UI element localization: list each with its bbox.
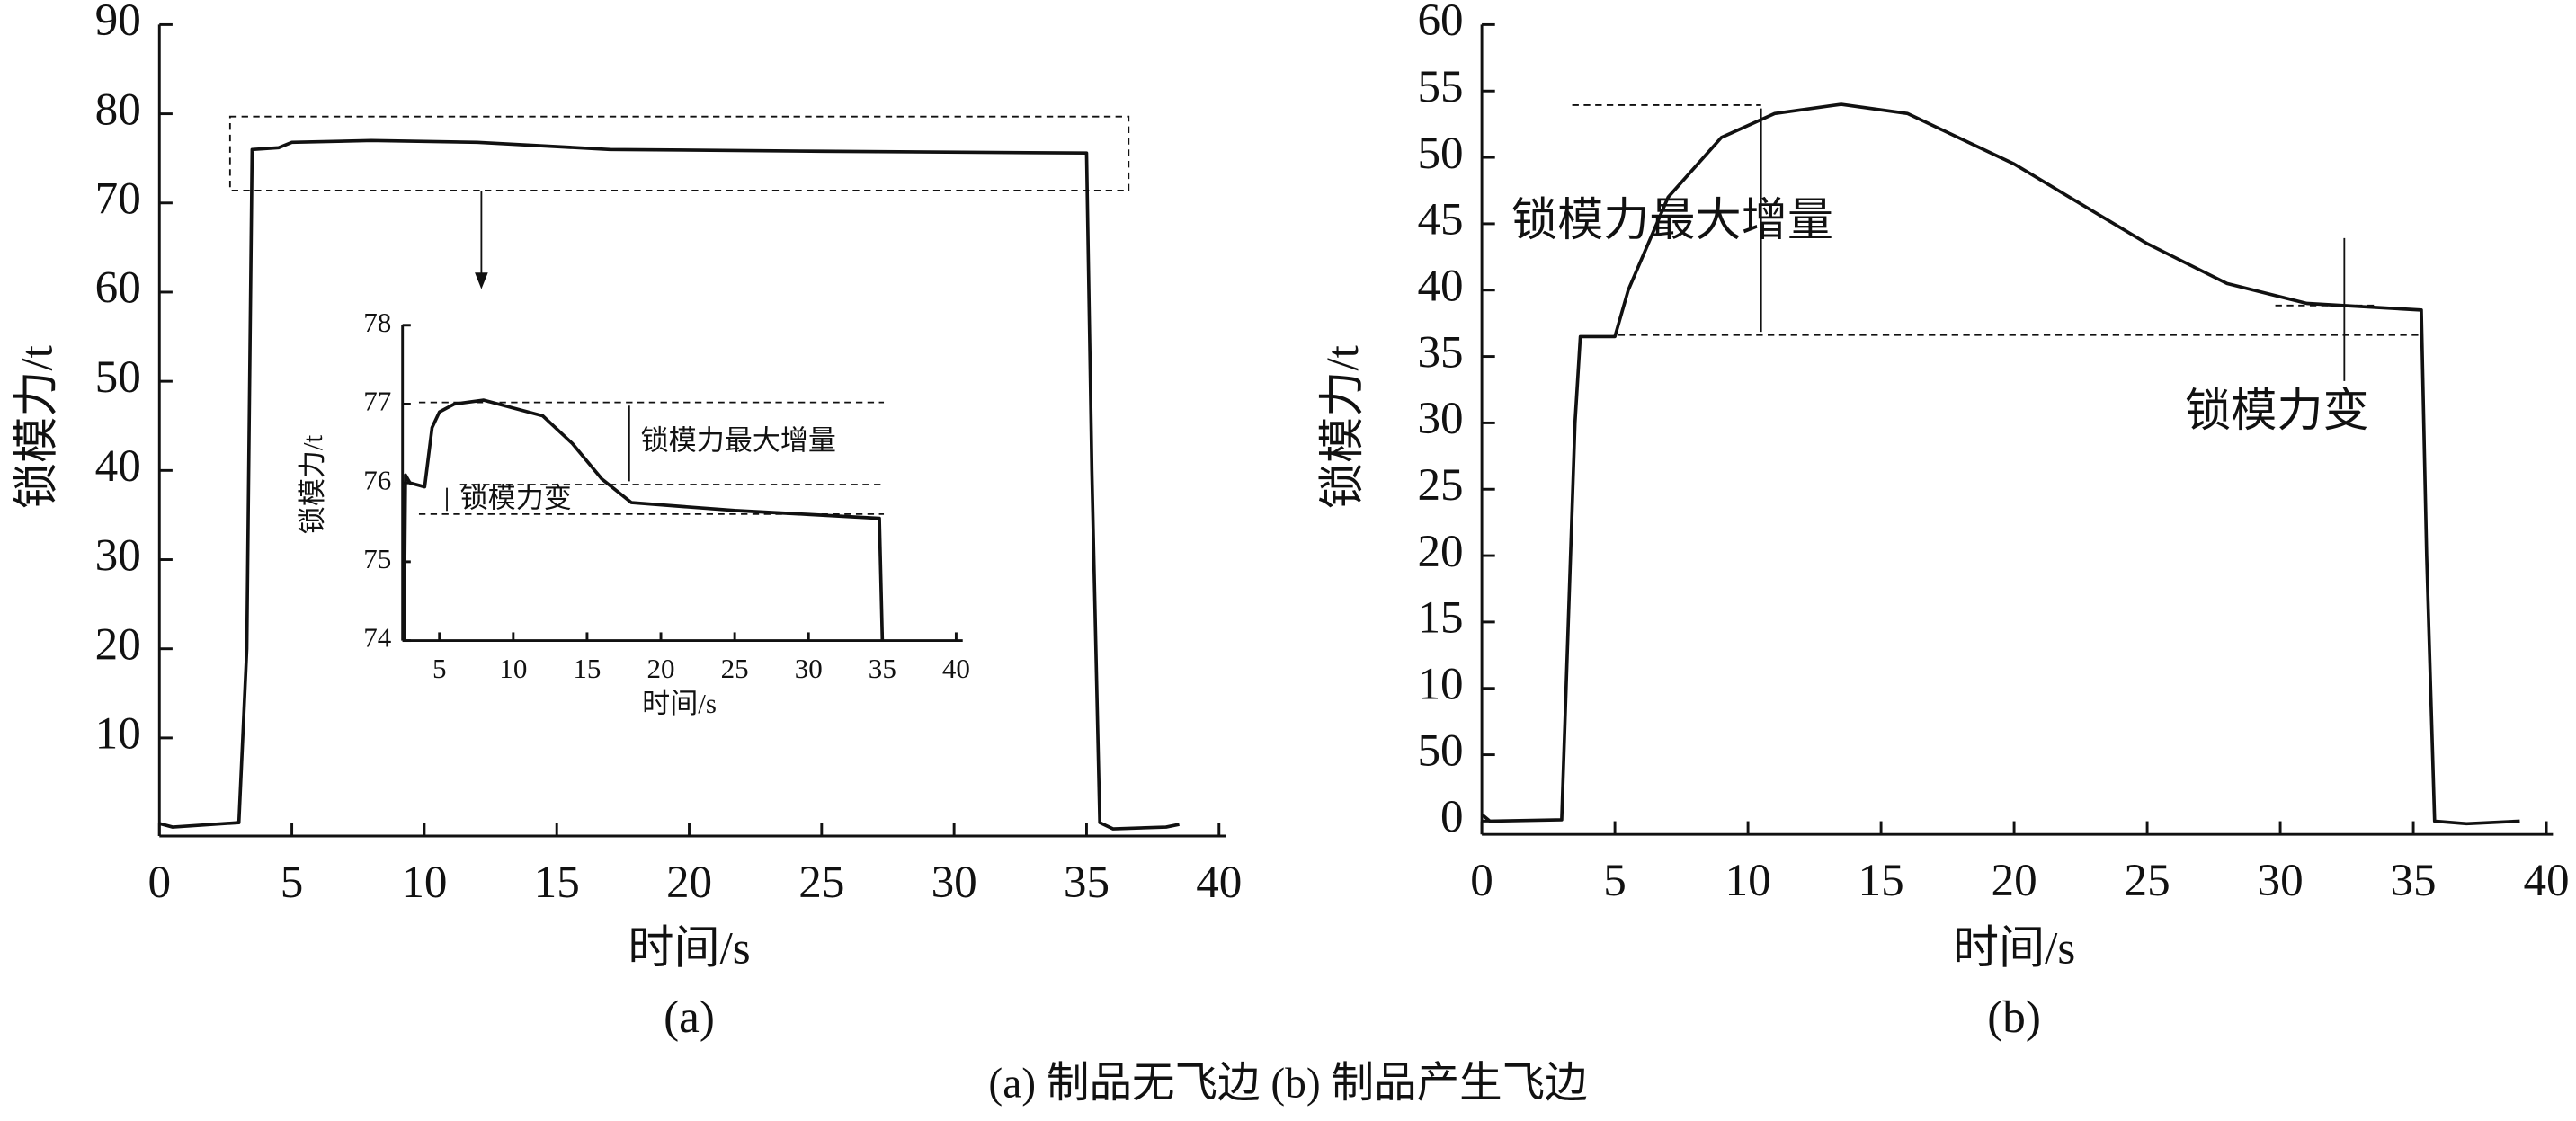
y-tick-label: 45	[1417, 194, 1463, 245]
y-tick-label: 30	[1417, 393, 1463, 444]
y-tick-label: 90	[95, 0, 141, 46]
x-tick-label: 20	[1992, 855, 2037, 906]
y-tick-label: 60	[95, 262, 141, 314]
panel-label: (a)	[664, 992, 715, 1043]
y-tick-label: 50	[1417, 725, 1463, 776]
y-tick-label: 30	[95, 529, 141, 581]
y-axis-label: 锁模力/t	[1317, 345, 1368, 509]
y-tick-label: 55	[1417, 61, 1463, 112]
x-tick-label: 10	[499, 653, 527, 684]
zoom-box	[228, 115, 1130, 191]
data-line	[158, 138, 1180, 831]
y-tick-label: 0	[1440, 791, 1464, 842]
y-axis-label: 锁模力/t	[297, 434, 328, 534]
y-tick-label: 80	[95, 84, 141, 135]
x-tick-label: 5	[432, 653, 447, 684]
x-tick-label: 15	[1858, 855, 1904, 906]
y-tick-label: 60	[1417, 0, 1463, 46]
y-tick-label: 20	[95, 618, 141, 670]
y-tick-label: 77	[363, 386, 391, 417]
y-axis-label: 锁模力/t	[11, 345, 62, 509]
y-tick-label: 15	[1417, 592, 1463, 644]
x-tick-label: 35	[1064, 857, 1110, 908]
y-tick-label: 74	[363, 622, 392, 654]
x-tick-label: 40	[942, 653, 970, 684]
x-tick-label: 30	[931, 857, 977, 908]
y-tick-label: 76	[363, 464, 391, 495]
x-tick-label: 35	[869, 653, 896, 684]
y-tick-label: 40	[95, 440, 141, 492]
x-tick-label: 10	[1725, 855, 1771, 906]
x-axis-label: 时间/s	[628, 922, 750, 974]
x-tick-label: 35	[2390, 855, 2436, 906]
y-tick-label: 20	[1417, 526, 1463, 577]
y-tick-label: 35	[1417, 326, 1463, 378]
x-axis-label: 时间/s	[642, 688, 717, 719]
x-tick-label: 0	[147, 857, 171, 908]
x-tick-label: 40	[2523, 855, 2569, 906]
x-tick-label: 25	[798, 857, 844, 908]
x-tick-label: 25	[2125, 855, 2170, 906]
x-axis-label: 时间/s	[1953, 922, 2075, 974]
data-line	[402, 398, 885, 641]
arrow-head	[475, 272, 488, 289]
x-tick-label: 30	[2258, 855, 2304, 906]
annotation: 锁模力最大增量	[1511, 195, 1833, 246]
x-tick-label: 20	[647, 653, 675, 684]
y-tick-label: 40	[1417, 260, 1463, 311]
y-tick-label: 10	[95, 708, 141, 760]
y-tick-label: 75	[363, 543, 391, 574]
annotation: 锁模力最大增量	[641, 424, 836, 456]
y-tick-label: 10	[1417, 658, 1463, 709]
x-tick-label: 0	[1470, 855, 1493, 906]
figure-caption: (a) 制品无飞边 (b) 制品产生飞边	[988, 1060, 1587, 1107]
y-tick-label: 50	[1417, 128, 1463, 179]
x-tick-label: 15	[573, 653, 601, 684]
y-tick-label: 50	[95, 351, 141, 403]
x-tick-label: 30	[795, 653, 823, 684]
y-tick-label: 70	[95, 173, 141, 225]
y-tick-label: 78	[363, 307, 391, 338]
x-tick-label: 5	[1603, 855, 1627, 906]
x-tick-label: 5	[281, 857, 304, 908]
x-tick-label: 20	[666, 857, 712, 908]
x-tick-label: 40	[1196, 857, 1242, 908]
x-tick-label: 10	[401, 857, 447, 908]
x-tick-label: 15	[534, 857, 580, 908]
panel-label: (b)	[1987, 992, 2041, 1043]
x-tick-label: 25	[721, 653, 749, 684]
annotation: 锁模力变	[2185, 386, 2369, 437]
annotation: 锁模力变	[460, 482, 572, 513]
data-line	[1480, 102, 2520, 826]
y-tick-label: 25	[1417, 459, 1463, 511]
